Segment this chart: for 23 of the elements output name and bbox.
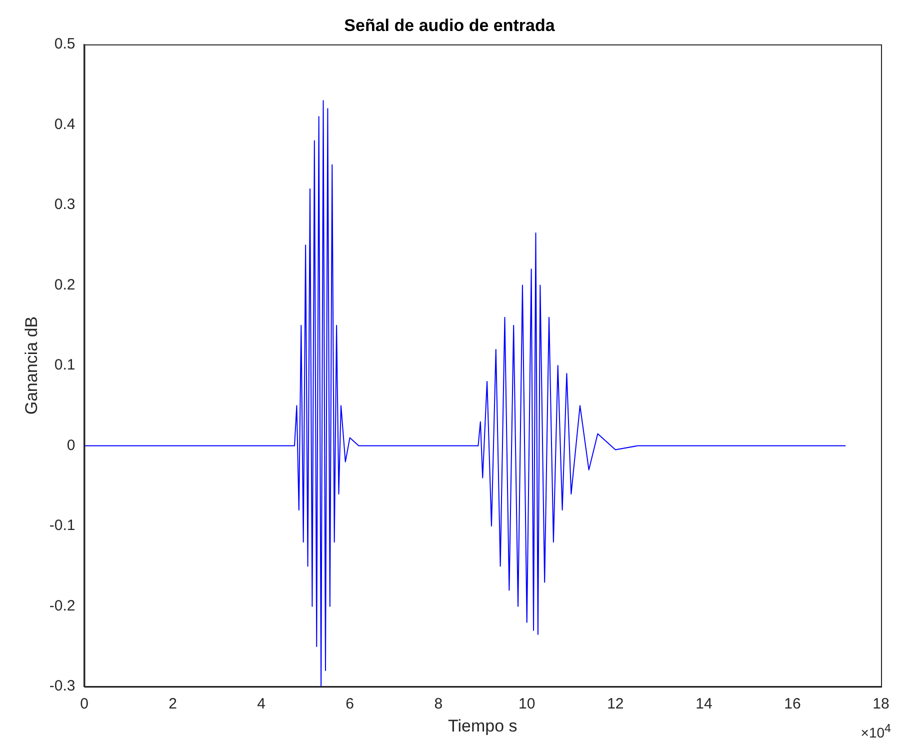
y-tick-label: -0.3: [49, 678, 76, 695]
y-tick-label: 0.2: [54, 276, 76, 294]
x-tick-label: 0: [80, 696, 88, 713]
x-tick-label: 6: [346, 696, 354, 713]
y-tick-label: 0.4: [54, 116, 76, 133]
y-tick-label: 0.3: [54, 196, 76, 214]
x-tick-label: 4: [257, 696, 266, 713]
x-tick-label: 12: [607, 696, 624, 713]
y-axis-title: Ganancia dB: [22, 316, 41, 415]
x-tick-label: 14: [696, 696, 712, 713]
y-tick-label: 0: [66, 436, 76, 454]
x-tick-label: 18: [872, 696, 890, 713]
y-tick-label: -0.2: [49, 597, 76, 614]
chart-title: Señal de audio de entrada: [344, 16, 556, 35]
x-tick-label: 2: [168, 696, 177, 713]
text: ×10$^{4}$: [860, 722, 891, 741]
x-axis-title: Tiempo s: [448, 716, 518, 736]
y-tick-label: 0.1: [54, 356, 76, 374]
y-tick-label: -0.1: [49, 517, 76, 534]
x-tick-label: 10: [518, 696, 536, 713]
x-tick-label: 8: [434, 696, 443, 713]
x-tick-label: 16: [784, 696, 801, 713]
y-tick-label: 0.5: [54, 36, 76, 53]
